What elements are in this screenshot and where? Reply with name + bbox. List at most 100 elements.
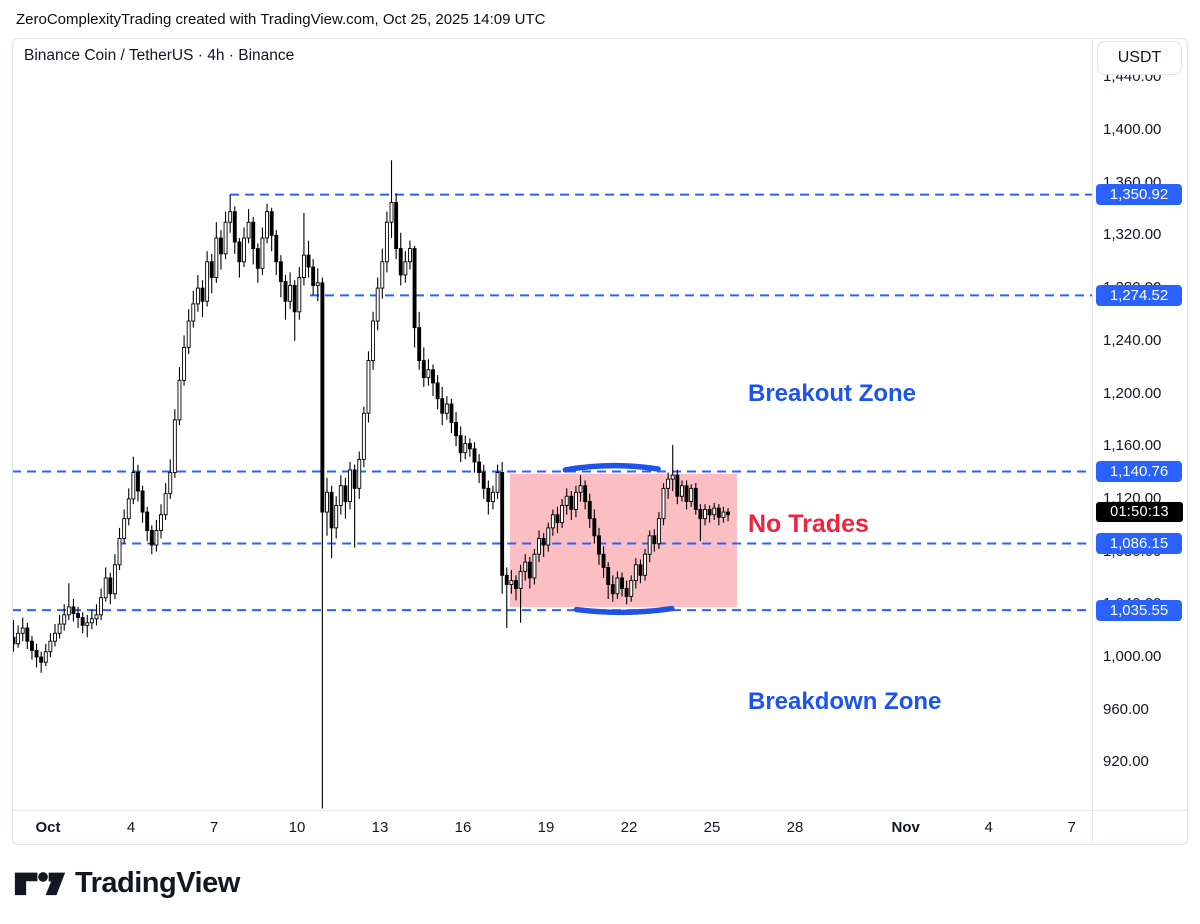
candle-body (444, 403, 449, 414)
time-tick-label: 7 (209, 819, 219, 836)
candle-body (703, 508, 707, 520)
time-tick-label: 10 (288, 819, 306, 836)
candle-body (39, 656, 44, 663)
candle-body (712, 507, 717, 516)
tradingview-logo[interactable]: TradingView (14, 866, 240, 900)
candle-body (117, 537, 122, 566)
candle-body (486, 487, 491, 502)
candle-body (417, 327, 422, 362)
candle-body (384, 221, 389, 263)
candle-body (569, 495, 574, 510)
price-level-label[interactable]: 1,350.92 (1096, 184, 1182, 206)
candle-body (726, 511, 730, 516)
time-tick-label: 4 (984, 819, 993, 836)
candle-body (348, 469, 352, 502)
candle-body (583, 485, 588, 502)
candle-body (661, 487, 666, 520)
candle-body (126, 498, 131, 520)
candle-body (325, 491, 329, 513)
candle-body (647, 535, 652, 555)
price-tick-label: 1,200.00 (1103, 384, 1162, 402)
price-level-label[interactable]: 1,086.15 (1096, 532, 1182, 554)
candle-body (334, 505, 339, 529)
price-level-label[interactable]: 1,140.76 (1096, 461, 1182, 483)
candle-body (666, 478, 671, 489)
price-level-label[interactable]: 1,274.52 (1096, 284, 1182, 306)
price-tick-label: 960.00 (1103, 700, 1149, 718)
candle-body (343, 485, 348, 502)
candle-body (689, 487, 694, 502)
candle-body (269, 211, 274, 236)
candle-body (643, 553, 648, 576)
brush-arc[interactable] (562, 462, 661, 473)
candle-body (292, 285, 297, 313)
time-tick-label: Oct (35, 819, 61, 836)
attribution-text: ZeroComplexityTrading created with Tradi… (16, 11, 546, 28)
candle-body (403, 261, 408, 276)
candle-body (214, 237, 219, 279)
candle-body (449, 403, 454, 423)
candle-body (48, 640, 53, 653)
candle-body (80, 617, 85, 626)
candle-body (163, 493, 168, 516)
candle-body (394, 202, 399, 250)
quote-currency-button[interactable]: USDT (1097, 41, 1182, 75)
candle-body (136, 472, 140, 492)
candle-body (76, 613, 80, 618)
candle-body (490, 491, 495, 502)
candle-body (610, 584, 615, 595)
candle-body (260, 237, 265, 269)
candle-body (34, 649, 39, 658)
candle-body (375, 287, 380, 322)
candle-body (20, 627, 25, 634)
no-trades-label[interactable]: No Trades (748, 510, 869, 538)
brush-arc[interactable] (573, 605, 675, 616)
candle-body (288, 285, 293, 302)
candle-body (560, 505, 565, 524)
candle-body (716, 507, 721, 518)
breakout-zone-label[interactable]: Breakout Zone (748, 380, 917, 407)
candle-body (168, 472, 173, 495)
candle-body (43, 651, 48, 663)
candle-body (57, 623, 62, 634)
candle-body (573, 491, 578, 510)
candle-body (140, 490, 145, 513)
time-tick-label: 25 (703, 819, 721, 836)
candles (12, 160, 730, 809)
time-tick-label: 7 (1067, 819, 1076, 836)
price-scale[interactable]: 1,440.001,400.001,360.001,320.001,280.00… (1093, 38, 1188, 810)
candle-body (131, 472, 136, 500)
candle-body (629, 580, 634, 597)
candle-body (159, 514, 163, 531)
candle-body (177, 379, 182, 421)
candle-body (592, 518, 597, 537)
price-tick-label: 1,320.00 (1103, 226, 1162, 244)
breakdown-zone-label[interactable]: Breakdown Zone (748, 688, 942, 715)
candle-body (62, 614, 67, 625)
candle-body (523, 561, 528, 572)
candle-body (389, 202, 394, 223)
candle-body (620, 577, 624, 589)
candle-body (606, 566, 611, 585)
candle-body (228, 211, 233, 223)
candle-body (555, 514, 560, 524)
candle-body (633, 564, 638, 582)
candle-body (66, 606, 71, 616)
candle-body (477, 461, 482, 474)
candle-body (329, 491, 334, 529)
candle-body (283, 281, 288, 302)
candle-body (707, 508, 712, 516)
candle-body (532, 553, 537, 579)
candle-body (550, 514, 555, 529)
time-scale[interactable]: Oct 4 7 10 13 16 19 22 25 28 Nov 4 7 (12, 811, 1188, 845)
candle-body (463, 443, 468, 454)
candle-body (237, 241, 242, 263)
price-level-label[interactable]: 1,035.55 (1096, 599, 1182, 621)
candle-body (426, 369, 431, 379)
candle-body (638, 564, 643, 576)
symbol-title: Binance Coin / TetherUS · 4h · Binance (24, 47, 295, 64)
time-tick-label: 16 (454, 819, 472, 836)
candle-body (172, 419, 177, 474)
price-tick-label: 1,160.00 (1103, 437, 1162, 455)
